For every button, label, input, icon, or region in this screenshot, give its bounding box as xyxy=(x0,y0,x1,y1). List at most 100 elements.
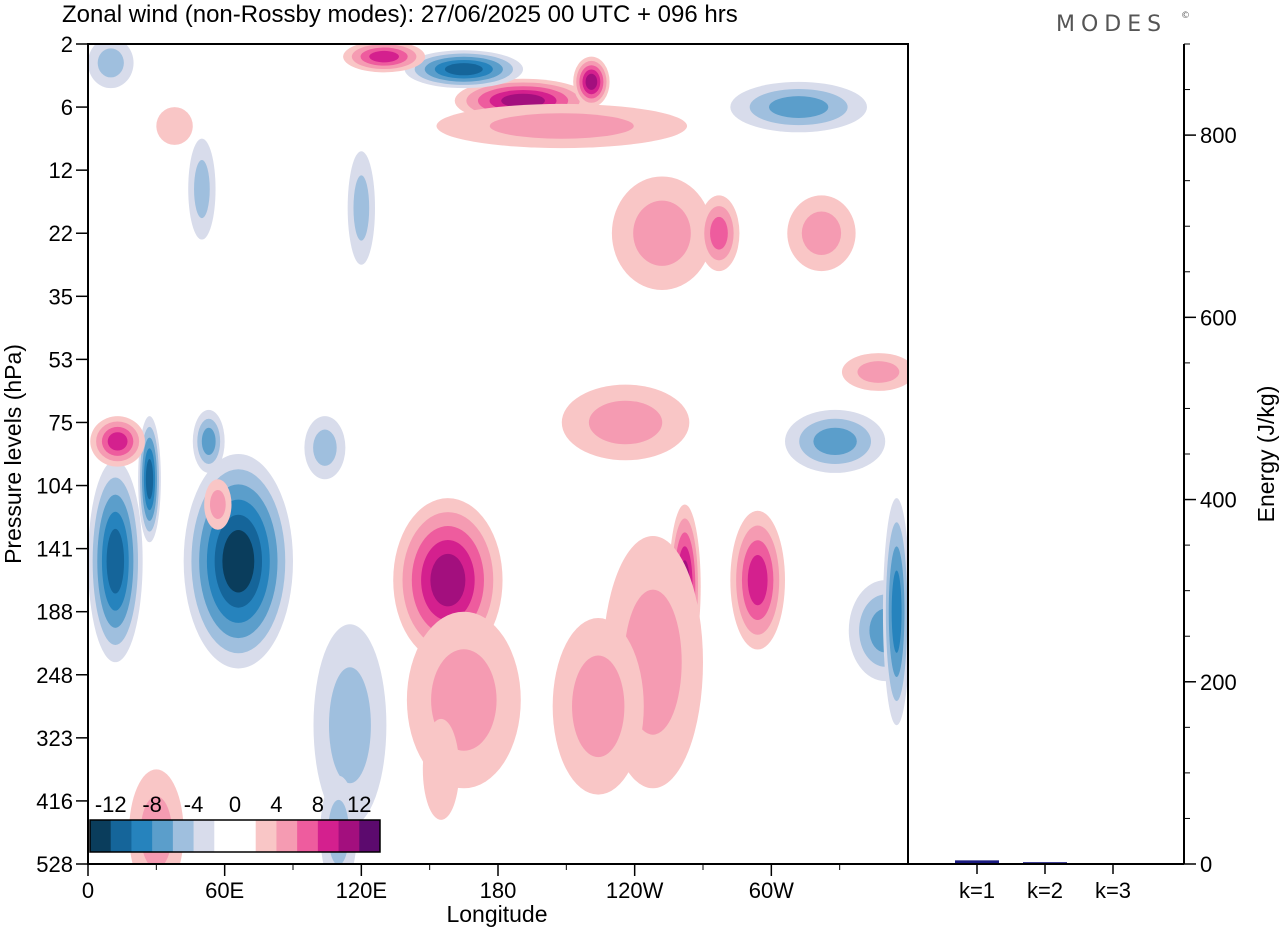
contour-level xyxy=(209,489,226,519)
wind-anomaly-blob xyxy=(347,151,376,265)
wind-anomaly-blob xyxy=(785,409,886,473)
y-tick-label: 12 xyxy=(49,158,73,183)
y-axis: 2 6 12 22 35 53 75 104 141 188 248 323 416 528 xyxy=(36,32,88,877)
y-tick-label: 75 xyxy=(49,410,73,435)
y-tick-label: 22 xyxy=(49,221,73,246)
y-tick-label: 2 xyxy=(61,32,73,57)
x-tick-label: 120W xyxy=(606,878,664,903)
wind-anomaly-blob xyxy=(188,138,216,240)
wind-anomaly-blob xyxy=(730,510,786,650)
contour-level xyxy=(444,63,483,76)
y-tick-label: 416 xyxy=(36,789,73,814)
x-axis-label: Longitude xyxy=(446,901,547,927)
contour-level xyxy=(801,211,842,255)
contour-level xyxy=(328,667,371,784)
x-tick-label: 0 xyxy=(82,878,94,903)
y-tick-label: 323 xyxy=(36,726,73,751)
colorbar-label: 4 xyxy=(270,792,282,817)
colorbar-swatch xyxy=(172,820,195,852)
colorbar-label: 8 xyxy=(312,792,324,817)
contour-level xyxy=(107,432,128,451)
contour-level xyxy=(201,427,216,456)
contour-level xyxy=(156,107,193,145)
contour-level xyxy=(572,655,625,758)
wind-anomaly-blob xyxy=(573,56,610,108)
y-tick-label: 6 xyxy=(61,95,73,120)
energy-tick-label: 400 xyxy=(1200,488,1237,513)
wind-anomaly-blob xyxy=(88,44,134,89)
colorbar-swatch xyxy=(110,820,132,852)
wind-anomaly-blob xyxy=(90,416,145,467)
energy-tick-label: 800 xyxy=(1200,123,1237,148)
y-tick-label: 53 xyxy=(49,347,73,372)
energy-tick-label: 200 xyxy=(1200,670,1237,695)
colorbar-label: -8 xyxy=(142,792,162,817)
contour-level xyxy=(430,553,466,607)
contour-level xyxy=(588,400,663,445)
wind-anomaly-blob xyxy=(698,195,740,272)
colorbar-swatch xyxy=(338,820,360,852)
colorbar-swatch xyxy=(214,820,236,852)
energy-tick-label: 0 xyxy=(1200,852,1212,877)
contour-level xyxy=(222,529,255,593)
contour-level xyxy=(97,48,124,78)
y-tick-label: 188 xyxy=(36,600,73,625)
contour-level xyxy=(106,528,125,594)
y-tick-label: 104 xyxy=(36,474,73,499)
colorbar-swatch xyxy=(359,820,381,852)
contour-level xyxy=(194,160,210,219)
contour-level xyxy=(501,93,545,108)
energy-bar xyxy=(955,860,999,864)
heatmap-field xyxy=(88,44,908,864)
y-tick-label: 35 xyxy=(49,284,73,309)
wind-anomaly-blob xyxy=(304,416,346,480)
colorbar-label: 12 xyxy=(347,792,371,817)
contour-level xyxy=(369,50,399,63)
energy-category-label: k=2 xyxy=(1027,878,1063,903)
wind-anomaly-blob xyxy=(204,479,232,530)
contour-level xyxy=(857,361,900,383)
colorbar-swatch xyxy=(90,820,112,852)
colorbar-label: -12 xyxy=(95,792,127,817)
colorbar-swatch xyxy=(131,820,153,852)
x-tick-label: 60W xyxy=(749,878,794,903)
logo-mark: © xyxy=(1181,11,1190,21)
colorbar-frame xyxy=(89,819,381,853)
wind-anomaly-blob xyxy=(787,195,856,272)
x-axis: 0 60E 120E 180 120W 60W xyxy=(82,864,841,903)
wind-anomaly-blob xyxy=(422,718,460,820)
x-tick-label: 180 xyxy=(480,878,517,903)
energy-category-label: k=1 xyxy=(959,878,995,903)
contour-level xyxy=(422,718,460,820)
energy-axis-label: Energy (J/kg) xyxy=(1253,386,1279,523)
modes-logo: MODES xyxy=(1056,12,1167,37)
wind-anomaly-blob xyxy=(882,498,908,726)
y-tick-label: 248 xyxy=(36,663,73,688)
contour-level xyxy=(633,200,691,266)
energy-category-label: k=3 xyxy=(1095,878,1131,903)
colorbar-label: -4 xyxy=(184,792,204,817)
colorbar-swatch xyxy=(235,820,257,852)
contour-level xyxy=(813,427,857,456)
colorbar: -12 -8 -4 0 4 8 12 xyxy=(89,792,381,853)
colorbar-swatch xyxy=(193,820,215,852)
contour-level xyxy=(710,216,728,250)
wind-anomaly-blob xyxy=(552,618,644,795)
wind-anomaly-blob xyxy=(561,384,690,461)
wind-anomaly-blob xyxy=(156,107,193,145)
y-tick-label: 528 xyxy=(36,852,73,877)
colorbar-swatch xyxy=(317,820,340,852)
y-axis-label: Pressure levels (hPa) xyxy=(0,344,26,564)
energy-panel: 0 200 400 600 800 k=1 k=2 k=3 xyxy=(955,43,1237,903)
colorbar-swatch xyxy=(297,820,319,852)
x-tick-label: 120E xyxy=(336,878,387,903)
contour-level xyxy=(313,429,337,466)
contour-level xyxy=(353,175,370,241)
colorbar-swatch xyxy=(152,820,174,852)
contour-level xyxy=(891,570,902,653)
chart-title: Zonal wind (non-Rossby modes): 27/06/202… xyxy=(62,1,738,28)
x-tick-label: 60E xyxy=(205,878,244,903)
wind-anomaly-blob xyxy=(88,460,143,663)
contour-level xyxy=(585,73,598,90)
